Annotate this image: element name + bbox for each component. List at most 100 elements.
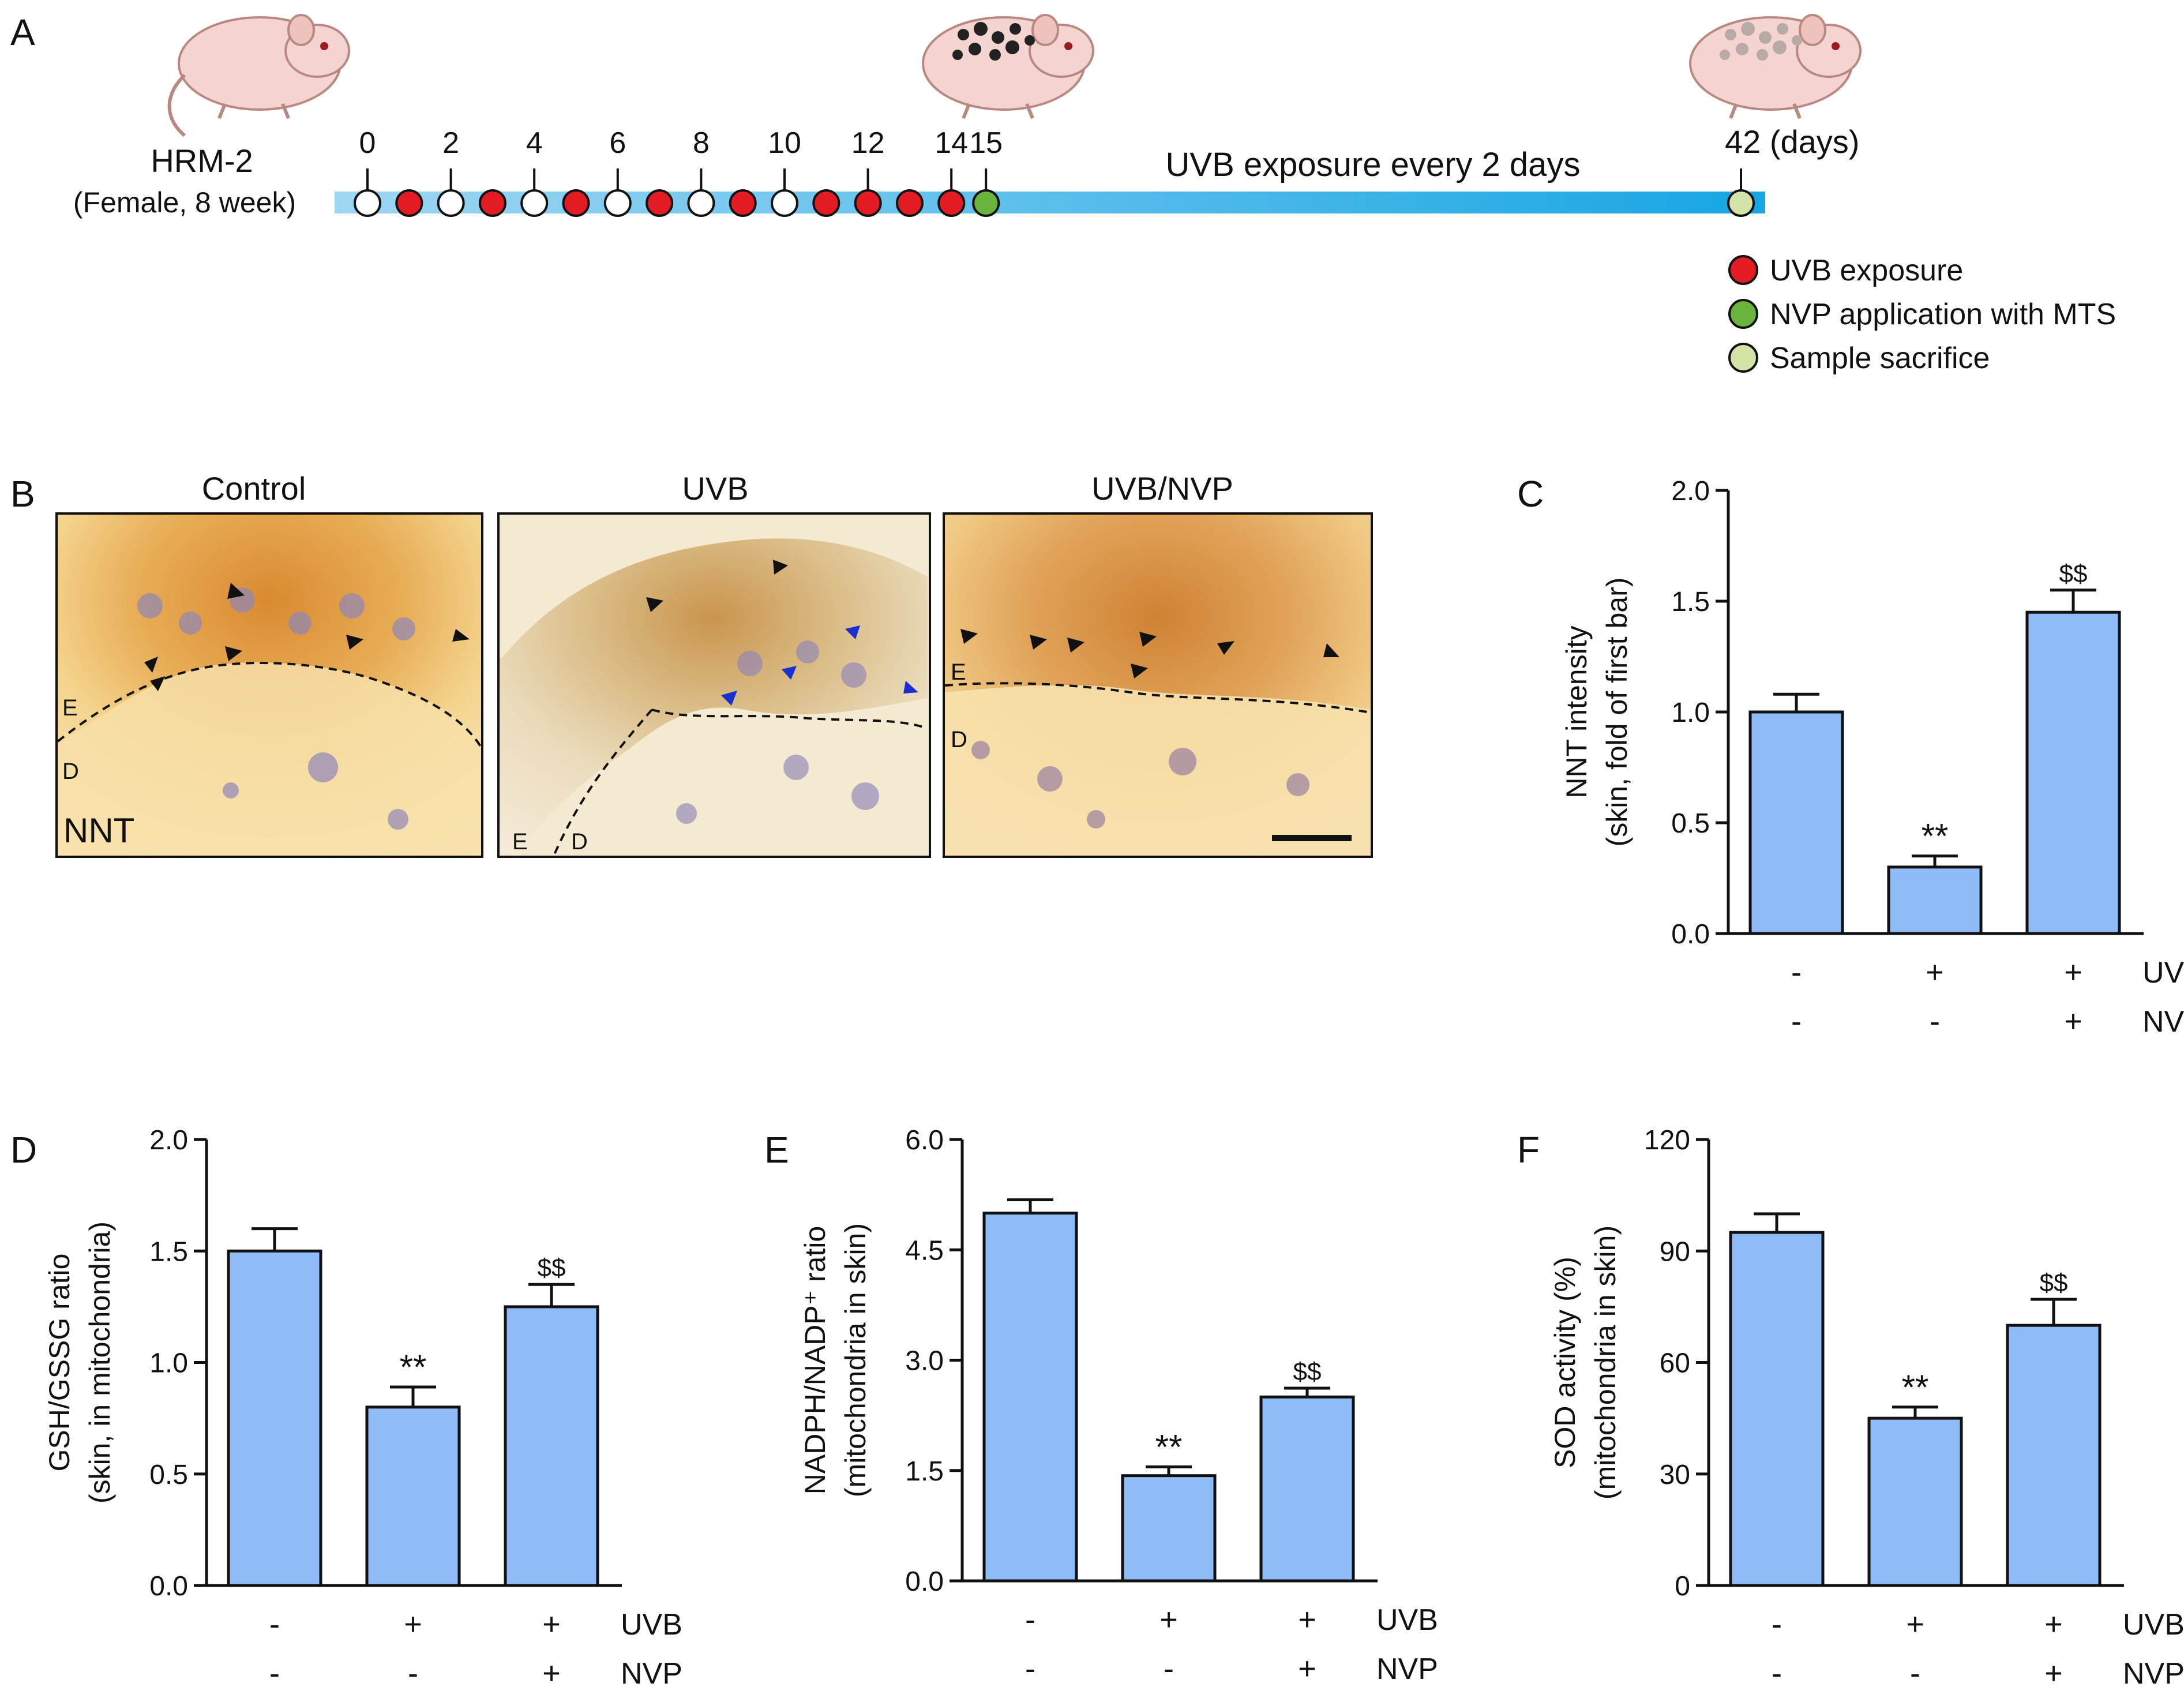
significance-mark: $$ xyxy=(538,1254,566,1282)
bar xyxy=(1887,865,1983,935)
timeline-day-label: 0 xyxy=(359,126,376,160)
layer-d-label: D xyxy=(62,759,79,784)
timeline-dot xyxy=(646,189,674,217)
y-tick-label: 90 xyxy=(1660,1236,1690,1267)
panel-label-a: A xyxy=(10,12,35,53)
timeline-day-label: 14 xyxy=(935,126,968,160)
chart-d-gsh-gssg: 0.0 0.5 1.0 1.5 2.0 GSH/GSSG ratio (skin, in m… xyxy=(43,1125,682,1690)
legend-swatch xyxy=(1728,255,1758,285)
uvb-row-label: UVB xyxy=(621,1608,682,1641)
y-tick-label: 120 xyxy=(1644,1125,1690,1156)
stain-label: NNT xyxy=(63,811,134,850)
timeline-bar xyxy=(335,192,1765,213)
timeline-day-label: 12 xyxy=(851,126,885,160)
nvp-sign: - xyxy=(1164,1651,1174,1686)
uvb-sign: - xyxy=(1772,1607,1782,1641)
panel-label-d: D xyxy=(10,1129,37,1171)
significance-mark: ** xyxy=(1902,1368,1929,1407)
timeline-dot xyxy=(395,189,423,217)
uvb-sign: + xyxy=(2064,955,2082,989)
bar xyxy=(1748,710,1844,935)
significance-mark: $$ xyxy=(2040,1269,2068,1297)
y-tick-label: 2.0 xyxy=(149,1125,188,1156)
uvb-sign: - xyxy=(269,1607,280,1641)
y-tick-label: 1.5 xyxy=(905,1456,944,1487)
timeline-dot xyxy=(854,189,882,217)
y-tick-label: 3.0 xyxy=(905,1346,944,1377)
chart-f-sod-activity: 0 30 60 90 120 SOD activity (%) (mitochondria … xyxy=(1549,1125,2184,1690)
uvb-sign: + xyxy=(404,1607,422,1641)
mouse-icon xyxy=(922,14,1094,119)
timeline-dot xyxy=(437,189,465,217)
end-day-label: 42 (days) xyxy=(1725,123,1859,160)
histology-title-uvb: UVB xyxy=(682,470,748,507)
y-tick-label: 2.0 xyxy=(1671,476,1710,507)
y-tick-label: 0.0 xyxy=(1671,919,1710,950)
timeline-dot xyxy=(729,189,757,217)
layer-e-label: E xyxy=(951,659,966,685)
timeline-day-label: 10 xyxy=(768,126,801,160)
uvb-sign: + xyxy=(1906,1607,1924,1641)
nvp-sign: - xyxy=(1772,1656,1782,1690)
uvb-sign: + xyxy=(1926,955,1944,989)
bar xyxy=(1867,1416,1963,1587)
y-tick-label: 0.0 xyxy=(905,1566,944,1597)
layer-d-label: D xyxy=(571,829,588,854)
nvp-sign: + xyxy=(1298,1651,1316,1686)
y-tick-label: 0.0 xyxy=(149,1571,188,1602)
y-axis-label-secondary: (mitochondria in skin) xyxy=(1589,1225,1622,1500)
nvp-sign: - xyxy=(1910,1656,1920,1690)
histology-title-control: Control xyxy=(202,470,306,507)
y-axis-label-secondary: (mitochondria in skin) xyxy=(839,1223,872,1497)
uvb-sign: + xyxy=(2044,1607,2063,1641)
y-tick-label: 1.5 xyxy=(1671,587,1710,617)
timeline-dot xyxy=(603,189,632,217)
nvp-sign: + xyxy=(2044,1656,2063,1690)
y-tick-label: 6.0 xyxy=(905,1125,944,1156)
y-axis-label: NADPH/NADP⁺ ratio xyxy=(799,1226,831,1494)
y-tick-label: 0 xyxy=(1675,1571,1690,1602)
timeline-dot xyxy=(812,189,840,217)
bar xyxy=(1259,1395,1355,1583)
timeline-dot xyxy=(895,189,924,217)
y-tick-label: 1.0 xyxy=(1671,698,1710,728)
strain-label: HRM-2 xyxy=(151,143,253,179)
nvp-row-label: NVP xyxy=(621,1657,682,1690)
y-tick-label: 0.5 xyxy=(149,1460,188,1490)
uvb-sign: + xyxy=(1159,1602,1178,1637)
y-axis-label: GSH/GSSG ratio xyxy=(43,1254,76,1472)
significance-mark: $$ xyxy=(2059,560,2088,588)
bar xyxy=(504,1305,599,1587)
nvp-sign: - xyxy=(1930,1004,1940,1039)
timeline-day-label: 6 xyxy=(609,126,626,160)
y-tick-label: 60 xyxy=(1660,1348,1690,1379)
timeline-dot xyxy=(937,189,966,217)
nvp-row-label: NVP xyxy=(1376,1652,1438,1686)
nvp-sign: - xyxy=(1791,1004,1802,1039)
timeline-legend: UVB exposure NVP application with MTS Samp… xyxy=(1728,254,2116,375)
panel-b: B Control E D NNT UVB xyxy=(10,470,1373,858)
chart-c-nnt-intensity: 0.0 0.5 1.0 1.5 2.0 NNT intensity (skin, fold … xyxy=(1560,476,2184,1039)
mouse-icon xyxy=(1689,14,1862,119)
bar xyxy=(1729,1231,1825,1587)
y-axis-label: SOD activity (%) xyxy=(1549,1257,1581,1468)
panel-a: A xyxy=(10,12,2116,375)
uvb-sign: - xyxy=(1025,1602,1035,1637)
strain-detail: (Female, 8 week) xyxy=(73,186,296,219)
timeline-dot xyxy=(354,189,381,217)
histology-image-uvb: E D xyxy=(497,512,931,858)
timeline-dot xyxy=(520,189,549,217)
mouse-icon xyxy=(167,14,350,137)
panel-label-e: E xyxy=(764,1129,789,1171)
uvb-row-label: UVB xyxy=(2123,1608,2184,1641)
timeline-day-label: 8 xyxy=(693,126,710,160)
uvb-row-label: UVB xyxy=(2142,956,2184,989)
y-axis-label: NNT intensity xyxy=(1560,625,1593,798)
legend-label: Sample sacrifice xyxy=(1770,342,1990,375)
significance-mark: $$ xyxy=(1293,1358,1322,1386)
timeline-dot xyxy=(687,189,715,217)
uvb-sign: - xyxy=(1791,955,1802,989)
bar xyxy=(1121,1474,1217,1583)
panel-label-f: F xyxy=(1517,1129,1540,1171)
y-tick-label: 4.5 xyxy=(905,1235,944,1266)
